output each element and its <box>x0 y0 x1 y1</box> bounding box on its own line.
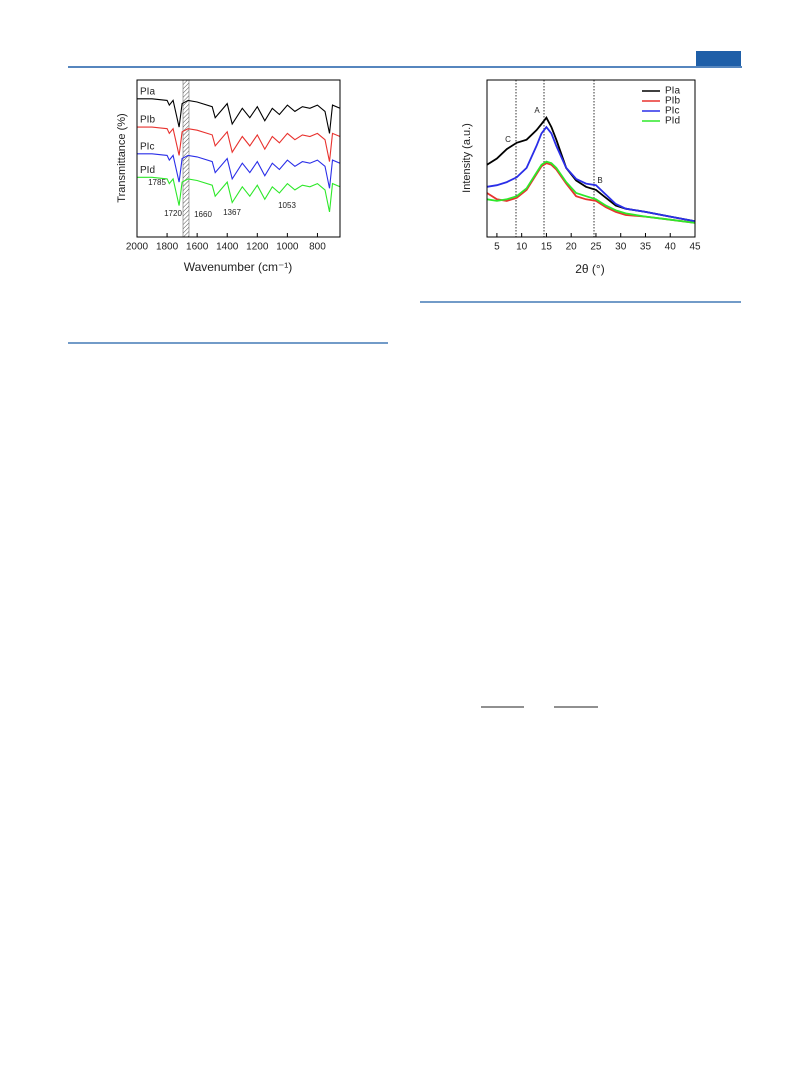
hatched-band <box>182 79 190 238</box>
annotation: 1367 <box>223 208 241 217</box>
annotation: 1660 <box>194 210 212 219</box>
x-tick-label: 20 <box>566 242 578 253</box>
series-line <box>137 126 341 162</box>
x-tick-label: 15 <box>541 242 553 253</box>
x-axis-label: Wavenumber (cm⁻¹) <box>184 260 293 274</box>
series-line <box>137 98 341 134</box>
x-axis-label: 2θ (°) <box>575 262 604 276</box>
x-tick-label: 1000 <box>276 242 299 253</box>
annotation: 1053 <box>278 201 296 210</box>
x-tick-label: 800 <box>309 242 326 253</box>
x-tick-label: 25 <box>590 242 602 253</box>
plot-frame <box>136 79 341 238</box>
legend-label: PIc <box>665 106 679 117</box>
series-label: PIc <box>140 141 154 152</box>
series-label: PIa <box>140 86 155 97</box>
x-tick-label: 40 <box>665 242 677 253</box>
series-line <box>486 160 696 224</box>
x-tick-label: 5 <box>494 242 500 253</box>
annotation: 1785 <box>148 178 166 187</box>
y-axis-label: Transmittance (%) <box>116 113 128 202</box>
legend-label: PIb <box>665 96 680 107</box>
series-label: PId <box>140 165 155 176</box>
legend-label: PIa <box>665 86 680 97</box>
header-tab <box>696 51 741 66</box>
x-tick-label: 45 <box>689 242 701 253</box>
series-label: PIb <box>140 115 155 126</box>
annotation: C <box>505 135 511 144</box>
x-tick-label: 1800 <box>156 242 179 253</box>
x-tick-label: 35 <box>640 242 652 253</box>
x-tick-label: 1600 <box>186 242 209 253</box>
annotation: A <box>534 106 540 115</box>
x-tick-label: 10 <box>516 242 528 253</box>
x-tick-label: 1400 <box>216 242 239 253</box>
series-line <box>486 125 696 223</box>
x-tick-label: 1200 <box>246 242 269 253</box>
legend-label: PId <box>665 116 680 127</box>
x-tick-label: 30 <box>615 242 627 253</box>
annotation: 1720 <box>164 209 182 218</box>
x-tick-label: 2000 <box>126 242 149 253</box>
series-line <box>137 176 341 213</box>
series-line <box>137 153 341 189</box>
y-axis-label: Intensity (a.u.) <box>461 123 473 193</box>
annotation: B <box>597 176 602 185</box>
plot-frame <box>486 79 696 238</box>
